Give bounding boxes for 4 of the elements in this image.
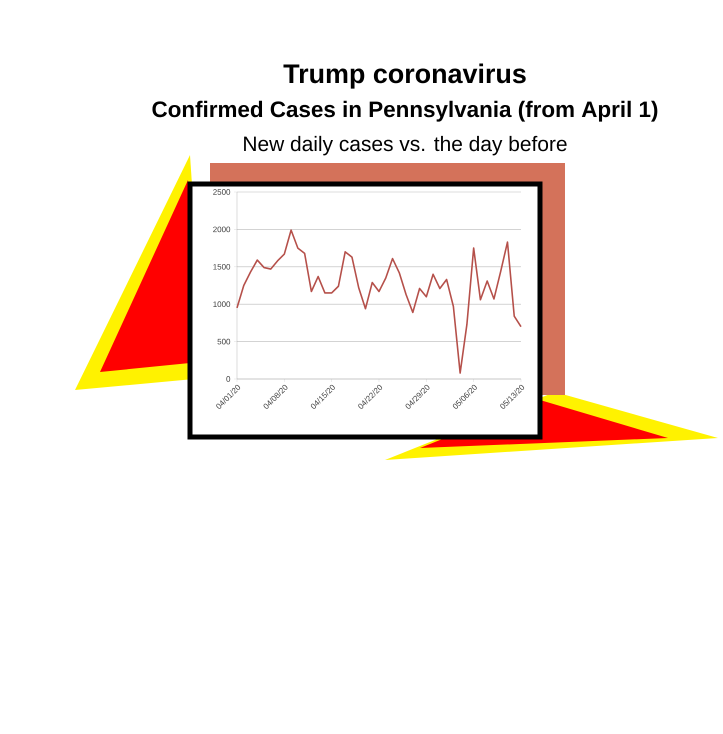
text: New daily cases vs. the day before (244, 136, 567, 156)
chart-title: Trump coronavirus (283, 64, 526, 89)
line-series (236, 229, 522, 374)
chart-subtitle: Confirmed Cases in Pennsylvania (from April 1) (152, 100, 658, 122)
